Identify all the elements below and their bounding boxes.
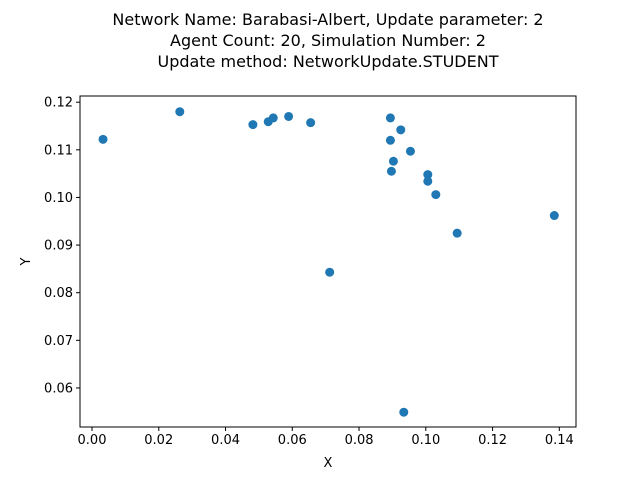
x-axis-label: X	[324, 456, 333, 471]
x-tick-label: 0.10	[411, 433, 440, 448]
scatter-point	[388, 156, 398, 166]
scatter-point	[175, 107, 185, 117]
scatter-point	[268, 113, 278, 123]
scatter-point	[452, 228, 462, 238]
scatter-point	[284, 111, 294, 121]
x-tick-label: 0.14	[545, 433, 574, 448]
chart-title-line-1: Network Name: Barabasi-Albert, Update pa…	[112, 10, 543, 29]
scatter-point	[405, 146, 415, 156]
y-tick-label: 0.09	[44, 239, 73, 254]
y-tick-label: 0.06	[44, 381, 73, 396]
y-tick-label: 0.12	[44, 96, 73, 111]
scatter-point	[396, 125, 406, 135]
x-tick-label: 0.06	[278, 433, 307, 448]
scatter-point	[385, 113, 395, 123]
x-axis-ticks: 0.00 0.02 0.04 0.06 0.08 0.10 0.12 0.14	[78, 427, 574, 448]
scatter-point	[399, 407, 409, 417]
scatter-point	[325, 267, 335, 277]
scatter-points	[98, 107, 559, 417]
scatter-point	[306, 118, 316, 128]
plot-area-frame	[79, 95, 577, 428]
scatter-point	[549, 211, 559, 221]
chart-title-line-3: Update method: NetworkUpdate.STUDENT	[158, 52, 499, 71]
x-tick-label: 0.00	[78, 433, 107, 448]
scatter-point	[385, 135, 395, 145]
scatter-point	[386, 166, 396, 176]
x-tick-label: 0.12	[478, 433, 507, 448]
y-tick-label: 0.10	[44, 191, 73, 206]
chart-title-line-2: Agent Count: 20, Simulation Number: 2	[170, 31, 486, 50]
y-tick-label: 0.07	[44, 334, 73, 349]
scatter-point	[423, 176, 433, 186]
y-tick-label: 0.11	[44, 143, 73, 158]
x-tick-label: 0.08	[345, 433, 374, 448]
x-tick-label: 0.02	[144, 433, 173, 448]
y-axis-label: Y	[19, 257, 34, 266]
scatter-point	[248, 120, 258, 130]
x-tick-label: 0.04	[211, 433, 240, 448]
scatter-point	[431, 190, 441, 200]
scatter-point	[98, 134, 108, 144]
y-axis-ticks: 0.06 0.07 0.08 0.09 0.10 0.11 0.12	[44, 96, 80, 396]
y-tick-label: 0.08	[44, 286, 73, 301]
scatter-point	[423, 170, 433, 180]
